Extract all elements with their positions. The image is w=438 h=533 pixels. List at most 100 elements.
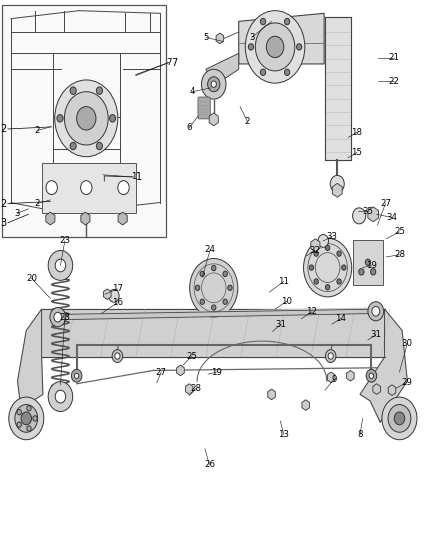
Polygon shape — [54, 308, 378, 320]
Circle shape — [46, 181, 57, 195]
Circle shape — [223, 271, 227, 277]
Text: 28: 28 — [191, 384, 202, 392]
Polygon shape — [302, 400, 310, 410]
Text: 15: 15 — [351, 148, 363, 157]
Circle shape — [325, 285, 330, 290]
Polygon shape — [388, 385, 396, 395]
Circle shape — [328, 353, 333, 359]
Text: 11: 11 — [278, 277, 290, 286]
Circle shape — [309, 265, 314, 270]
Circle shape — [260, 69, 265, 76]
Text: 2: 2 — [35, 126, 40, 135]
Polygon shape — [325, 17, 351, 160]
Circle shape — [112, 350, 123, 362]
Circle shape — [118, 181, 129, 195]
Polygon shape — [185, 384, 193, 394]
Circle shape — [9, 397, 44, 440]
Text: 26: 26 — [204, 461, 215, 469]
Text: 2: 2 — [0, 199, 6, 208]
Circle shape — [372, 306, 380, 316]
Circle shape — [369, 373, 374, 378]
Circle shape — [208, 77, 220, 92]
Circle shape — [71, 369, 82, 382]
Circle shape — [17, 409, 21, 415]
Circle shape — [248, 44, 254, 50]
Circle shape — [304, 238, 352, 297]
Circle shape — [337, 251, 341, 256]
Circle shape — [359, 269, 364, 275]
Text: 23: 23 — [59, 237, 71, 245]
Text: 9: 9 — [331, 375, 336, 384]
Circle shape — [55, 259, 66, 272]
Circle shape — [33, 416, 37, 421]
Polygon shape — [268, 389, 276, 400]
Circle shape — [245, 11, 305, 83]
Polygon shape — [346, 370, 354, 381]
Circle shape — [70, 87, 76, 94]
Circle shape — [64, 92, 108, 145]
Circle shape — [96, 87, 102, 94]
Polygon shape — [332, 183, 342, 197]
Text: 21: 21 — [389, 53, 400, 62]
Polygon shape — [239, 13, 324, 64]
Polygon shape — [327, 372, 335, 383]
FancyBboxPatch shape — [42, 163, 136, 213]
Circle shape — [212, 305, 216, 310]
Circle shape — [212, 265, 216, 271]
Circle shape — [211, 81, 216, 87]
Circle shape — [15, 405, 38, 432]
Polygon shape — [360, 309, 407, 422]
Text: 25: 25 — [186, 352, 198, 360]
Text: 20: 20 — [26, 274, 37, 282]
Polygon shape — [18, 309, 43, 422]
Text: 14: 14 — [335, 314, 346, 323]
Circle shape — [27, 406, 31, 411]
Text: 27: 27 — [380, 199, 391, 208]
Text: 19: 19 — [366, 261, 377, 270]
Text: 5: 5 — [203, 33, 208, 42]
Circle shape — [285, 18, 290, 25]
Circle shape — [48, 382, 73, 411]
Text: 2: 2 — [245, 117, 250, 126]
Polygon shape — [216, 33, 224, 44]
FancyBboxPatch shape — [353, 240, 383, 285]
Text: 22: 22 — [389, 77, 400, 85]
Text: 31: 31 — [370, 330, 381, 339]
Polygon shape — [209, 113, 218, 126]
Circle shape — [21, 412, 32, 425]
Circle shape — [353, 208, 366, 224]
Text: 18: 18 — [351, 128, 363, 136]
Circle shape — [195, 285, 200, 290]
FancyBboxPatch shape — [198, 97, 210, 119]
Text: 33: 33 — [326, 232, 338, 241]
Circle shape — [297, 44, 302, 50]
Circle shape — [325, 245, 330, 251]
Text: 28: 28 — [394, 251, 405, 259]
Circle shape — [57, 115, 63, 122]
Text: 25: 25 — [394, 228, 405, 236]
Circle shape — [223, 299, 227, 304]
Circle shape — [337, 279, 341, 284]
Text: 7: 7 — [171, 58, 177, 68]
Circle shape — [342, 265, 346, 270]
Text: 10: 10 — [281, 297, 293, 305]
Text: 23: 23 — [59, 313, 71, 321]
Circle shape — [17, 422, 21, 427]
Circle shape — [228, 285, 232, 290]
Text: 6: 6 — [187, 124, 192, 132]
Text: 3: 3 — [0, 218, 6, 228]
Polygon shape — [177, 365, 184, 376]
Circle shape — [54, 312, 62, 322]
Text: 1: 1 — [136, 172, 142, 182]
Circle shape — [77, 107, 96, 130]
Text: 34: 34 — [386, 213, 398, 222]
Text: 3: 3 — [15, 209, 20, 217]
FancyBboxPatch shape — [2, 5, 166, 237]
Text: 3: 3 — [249, 33, 254, 42]
Circle shape — [200, 299, 205, 304]
Circle shape — [330, 175, 344, 192]
Text: 4: 4 — [190, 87, 195, 96]
Polygon shape — [206, 53, 239, 85]
Polygon shape — [118, 212, 127, 225]
Circle shape — [48, 251, 73, 280]
